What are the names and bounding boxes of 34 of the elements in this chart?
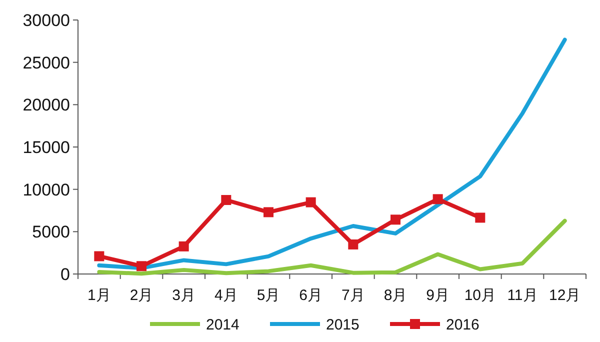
x-tick-label: 10月 (464, 287, 496, 304)
x-tick-label: 5月 (256, 287, 280, 304)
point (264, 207, 274, 218)
point (94, 251, 104, 262)
x-tick-label: 4月 (214, 287, 238, 304)
y-tick-label: 5000 (32, 222, 70, 242)
y-tick-label: 30000 (22, 10, 70, 30)
point (136, 261, 146, 272)
point (306, 197, 316, 208)
y-tick-label: 25000 (22, 53, 70, 72)
x-tick-label: 6月 (299, 287, 323, 304)
point (432, 194, 443, 204)
y-tick-label: 10000 (22, 180, 70, 200)
legend-label: 2015 (326, 316, 360, 334)
x-tick-label: 2月 (130, 287, 154, 304)
x-tick-label: 7月 (341, 287, 365, 304)
y-tick-label: 0 (60, 264, 70, 284)
x-tick-label: 1月 (87, 287, 111, 304)
point (221, 195, 232, 205)
point (178, 241, 189, 252)
x-tick-label: 3月 (172, 287, 196, 304)
line-series (97, 38, 567, 270)
line-series (97, 218, 567, 276)
x-tick-label: 8月 (384, 287, 408, 304)
point (475, 212, 486, 223)
legend-label: 2014 (206, 316, 240, 334)
y-tick-label: 20000 (22, 96, 70, 115)
point (348, 239, 358, 250)
point (390, 214, 400, 225)
legend-label: 2016 (446, 316, 480, 334)
x-tick-label: 12月 (548, 287, 581, 304)
x-tick-label: 9月 (426, 287, 450, 304)
y-tick-label: 15000 (22, 138, 70, 157)
x-tick-label: 11月 (507, 287, 538, 304)
